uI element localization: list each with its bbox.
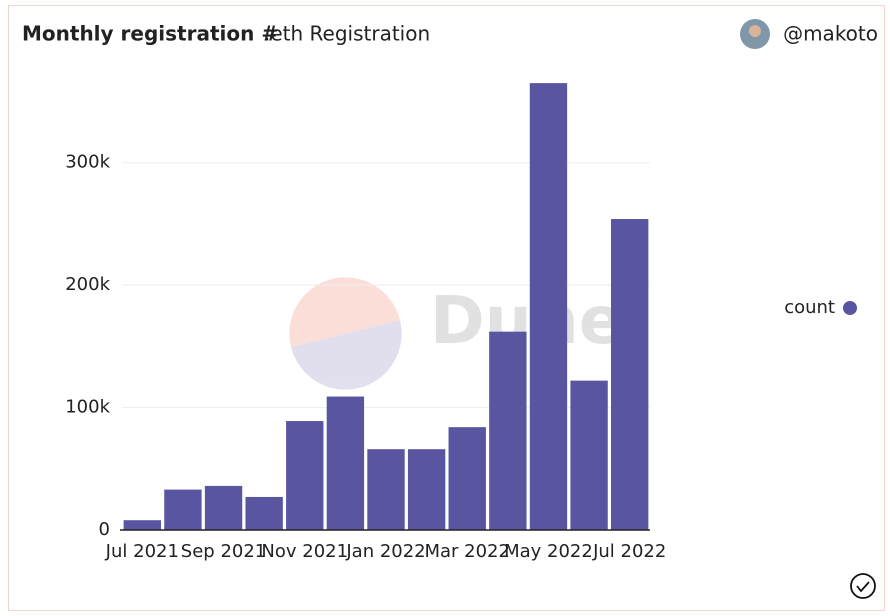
bar [123,520,161,530]
y-tick-label: 0 [99,519,110,540]
x-tick-label: Nov 2021 [261,541,348,562]
check-icon[interactable] [850,573,876,599]
bar [448,427,486,530]
x-tick-label: Sep 2021 [181,541,266,562]
author[interactable]: @makoto [783,22,878,46]
y-tick-label: 100k [65,397,110,418]
x-tick-label: Jul 2022 [592,541,666,562]
x-tick-label: Jan 2022 [345,541,425,562]
legend-swatch [843,301,857,315]
y-tick-label: 300k [65,152,110,173]
watermark-logo-top [289,277,400,347]
chart-title: Monthly registration # [22,22,278,46]
bar [164,489,202,530]
bar [529,83,568,531]
bar [204,485,243,530]
bar [326,396,365,530]
bar [489,331,527,530]
bar [570,380,608,530]
watermark-logo-bottom [291,320,402,390]
bar [407,449,446,530]
bar [245,496,283,530]
bar [286,421,324,530]
y-tick-label: 200k [65,274,110,295]
bar [611,219,649,531]
x-tick-label: Mar 2022 [424,541,510,562]
x-tick-label: May 2022 [504,541,593,562]
watermark: Dune [289,277,624,390]
check-mark [856,581,870,593]
chart-subtitle: .eth Registration [264,22,430,46]
legend-label: count [784,297,835,318]
card [8,5,885,611]
avatar-face [749,25,761,37]
x-tick-label: Jul 2021 [105,541,179,562]
watermark-text: Dune [430,282,624,359]
bar [367,449,405,530]
